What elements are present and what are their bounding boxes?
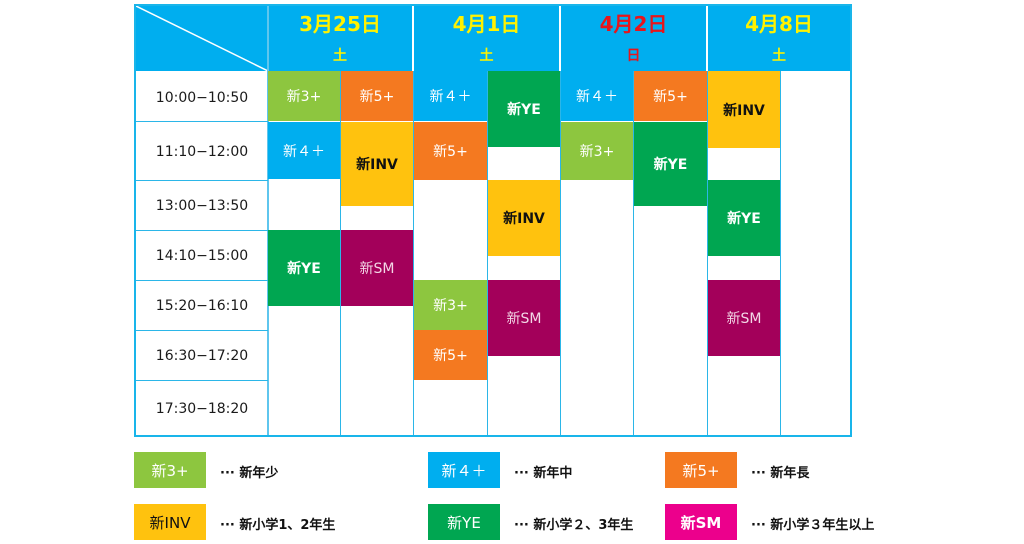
class-block-3plus[interactable]: 新3+ <box>561 122 633 180</box>
legend-swatch-ye: 新YE <box>428 504 500 540</box>
legend-description: ··· 新小学３年生以上 <box>751 518 875 533</box>
legend-description: ··· 新年中 <box>514 466 573 481</box>
weekday-label: 日 <box>626 48 641 64</box>
grid-line <box>560 71 561 435</box>
date-header-3: 4月2日 日 <box>561 6 706 71</box>
header-corner <box>136 6 268 71</box>
grid-line <box>136 230 268 231</box>
date-label: 3月25日 <box>299 12 381 36</box>
class-block-ye[interactable]: 新YE <box>708 180 780 256</box>
class-block-inv[interactable]: 新INV <box>341 122 413 206</box>
time-slot-label: 14:10−15:00 <box>155 248 249 264</box>
class-block-5plus[interactable]: 新5+ <box>341 71 413 121</box>
legend-swatch-5plus: 新5+ <box>665 452 737 488</box>
grid-line <box>340 71 341 435</box>
date-header-1: 3月25日 土 <box>268 6 412 71</box>
class-block-inv[interactable]: 新INV <box>488 180 560 256</box>
class-block-4plus[interactable]: 新４＋ <box>561 71 633 121</box>
grid-line <box>267 6 269 435</box>
time-slot-label: 13:00−13:50 <box>155 198 249 214</box>
class-block-sm[interactable]: 新SM <box>708 280 780 356</box>
legend-swatch-3plus: 新3+ <box>134 452 206 488</box>
corner-diagonal <box>136 6 268 71</box>
date-label: 4月2日 <box>599 12 668 36</box>
legend-description: ··· 新年長 <box>751 466 810 481</box>
time-slot-label: 15:20−16:10 <box>155 298 249 314</box>
grid-line <box>780 71 781 435</box>
grid-line <box>136 380 268 381</box>
weekday-label: 土 <box>479 48 494 64</box>
schedule-table: 3月25日 土 4月1日 土 4月2日 日 4月8日 土 10:00−10:50… <box>134 4 852 437</box>
class-block-sm[interactable]: 新SM <box>341 230 413 306</box>
legend-description: ··· 新小学２、3年生 <box>514 518 634 533</box>
weekday-label: 土 <box>333 48 347 64</box>
class-block-5plus[interactable]: 新5+ <box>414 330 487 380</box>
grid-line <box>559 6 561 71</box>
class-block-3plus[interactable]: 新3+ <box>268 71 340 121</box>
legend-swatch-sm: 新SM <box>665 504 737 540</box>
date-header-4: 4月8日 土 <box>708 6 850 71</box>
date-header-2: 4月1日 土 <box>414 6 559 71</box>
class-block-3plus[interactable]: 新3+ <box>414 280 487 330</box>
date-label: 4月8日 <box>745 12 813 36</box>
grid-line <box>413 71 414 435</box>
time-slot-label: 16:30−17:20 <box>155 348 249 364</box>
grid-line <box>633 71 634 435</box>
class-block-5plus[interactable]: 新5+ <box>634 71 707 121</box>
class-block-ye[interactable]: 新YE <box>634 122 707 206</box>
grid-line <box>136 180 268 181</box>
class-block-5plus[interactable]: 新5+ <box>414 122 487 180</box>
grid-line <box>412 6 414 71</box>
grid-line <box>707 71 708 435</box>
time-slot-label: 10:00−10:50 <box>155 90 249 106</box>
class-block-4plus[interactable]: 新４＋ <box>268 122 340 179</box>
grid-line <box>706 6 708 71</box>
class-block-4plus[interactable]: 新４＋ <box>414 71 487 121</box>
class-block-ye[interactable]: 新YE <box>488 71 560 147</box>
grid-line <box>136 330 268 331</box>
date-label: 4月1日 <box>452 12 521 36</box>
legend-swatch-4plus: 新４＋ <box>428 452 500 488</box>
grid-line <box>136 121 268 122</box>
time-slot-label: 11:10−12:00 <box>155 144 249 160</box>
class-block-ye[interactable]: 新YE <box>268 230 340 306</box>
class-block-sm[interactable]: 新SM <box>488 280 560 356</box>
legend-swatch-inv: 新INV <box>134 504 206 540</box>
weekday-label: 土 <box>772 48 786 64</box>
class-block-inv[interactable]: 新INV <box>708 71 780 148</box>
grid-line <box>487 71 488 435</box>
legend-description: ··· 新小学1、2年生 <box>220 518 336 533</box>
time-slot-label: 17:30−18:20 <box>155 401 249 417</box>
legend-description: ··· 新年少 <box>220 466 279 481</box>
grid-line <box>136 280 268 281</box>
